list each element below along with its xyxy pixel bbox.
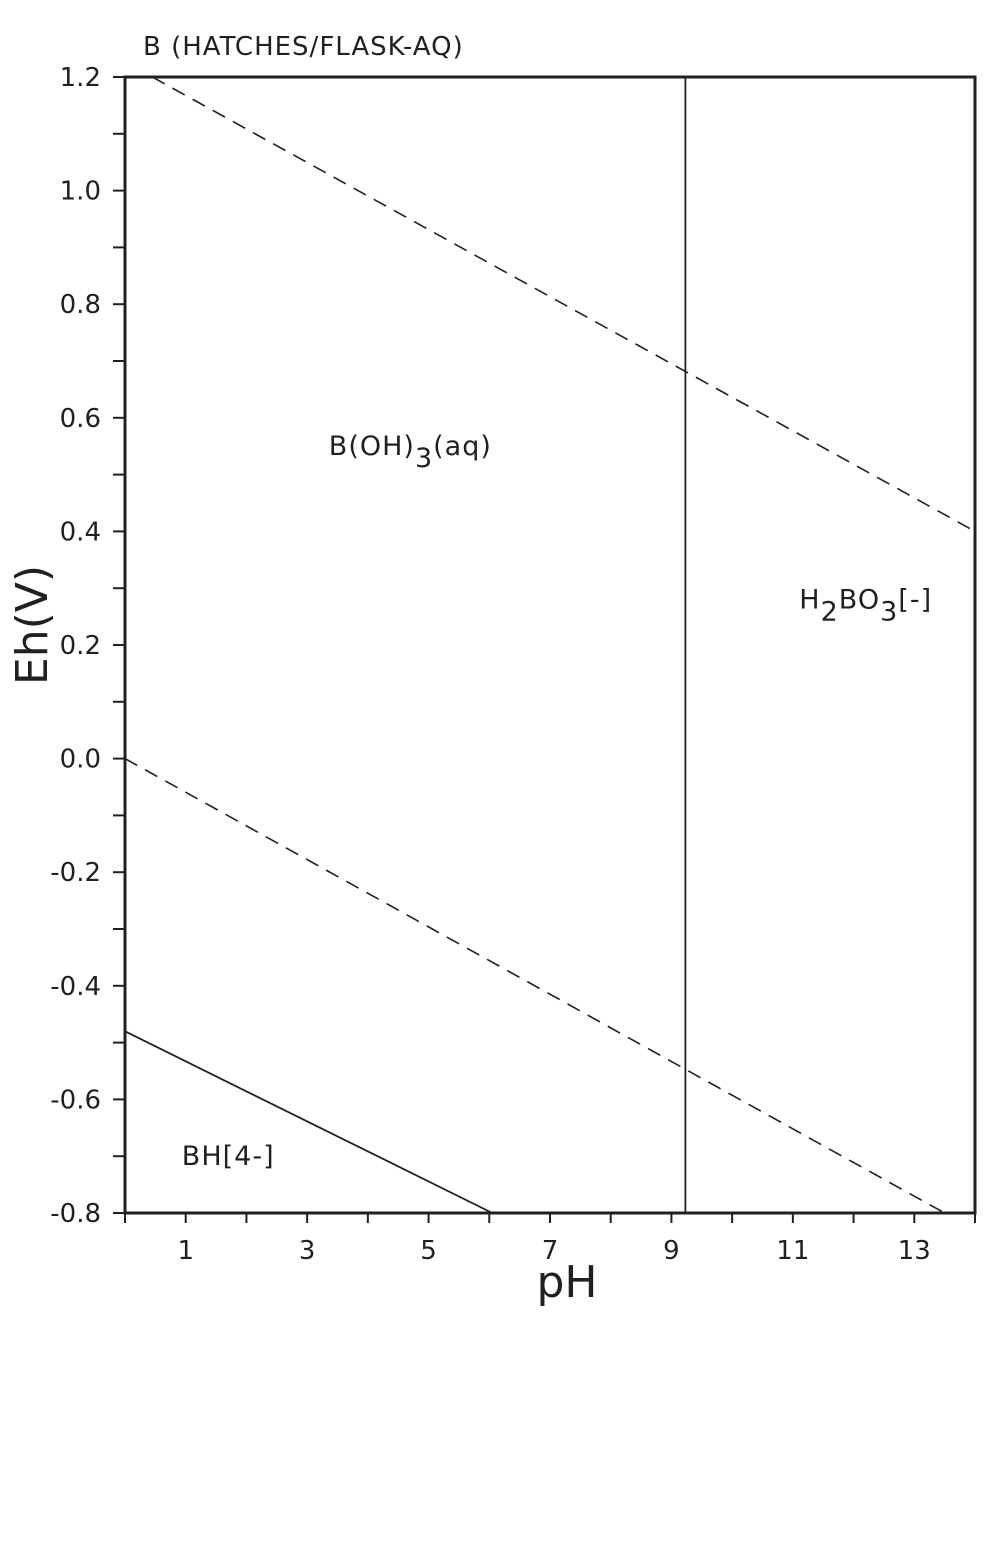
chart-title: B (HATCHES/FLASK-AQ) <box>143 32 464 62</box>
y-tick-label: -0.6 <box>50 1085 101 1115</box>
region-label: H2BO3[-] <box>799 585 932 628</box>
x-tick-label: 7 <box>542 1236 559 1266</box>
y-axis-title: Eh(V) <box>7 565 58 685</box>
y-tick-label: 0.6 <box>60 404 101 434</box>
plot-marks <box>124 76 976 1214</box>
y-axis-ticks: 1.2 1.0 0.8 0.6 0.4 0.2 0.0 -0.2 -0.4 -0.6 -0.8 <box>50 63 125 1229</box>
plot-frame <box>123 75 977 1215</box>
region-labels: B(OH)3(aq) H2BO3[-] BH[4-] <box>182 431 932 1172</box>
x-tick-label: 13 <box>898 1236 931 1266</box>
x-tick-label: 3 <box>299 1236 316 1266</box>
x-axis-ticks: 1 3 5 7 9 11 13 <box>124 1213 976 1266</box>
x-tick-label: 11 <box>776 1236 809 1266</box>
y-tick-label: -0.4 <box>50 972 101 1002</box>
y-tick-label: 0.4 <box>60 517 101 547</box>
y-tick-label: -0.8 <box>50 1199 101 1229</box>
y-tick-label: 1.2 <box>60 63 101 93</box>
phase-boundary-line <box>124 1030 493 1214</box>
water-stability-line <box>124 757 946 1214</box>
x-tick-label: 9 <box>663 1236 680 1266</box>
x-tick-label: 5 <box>420 1236 437 1266</box>
y-tick-label: 0.2 <box>60 631 101 661</box>
y-tick-label: 0.0 <box>60 745 101 775</box>
y-tick-label: 0.8 <box>60 290 101 320</box>
x-tick-label: 1 <box>177 1236 194 1266</box>
region-label: B(OH)3(aq) <box>329 431 492 474</box>
y-tick-label: -0.2 <box>50 858 101 888</box>
region-label: BH[4-] <box>182 1141 275 1172</box>
y-tick-label: 1.0 <box>60 177 101 207</box>
water-stability-line <box>151 76 976 533</box>
x-axis-title: pH <box>536 1257 597 1308</box>
